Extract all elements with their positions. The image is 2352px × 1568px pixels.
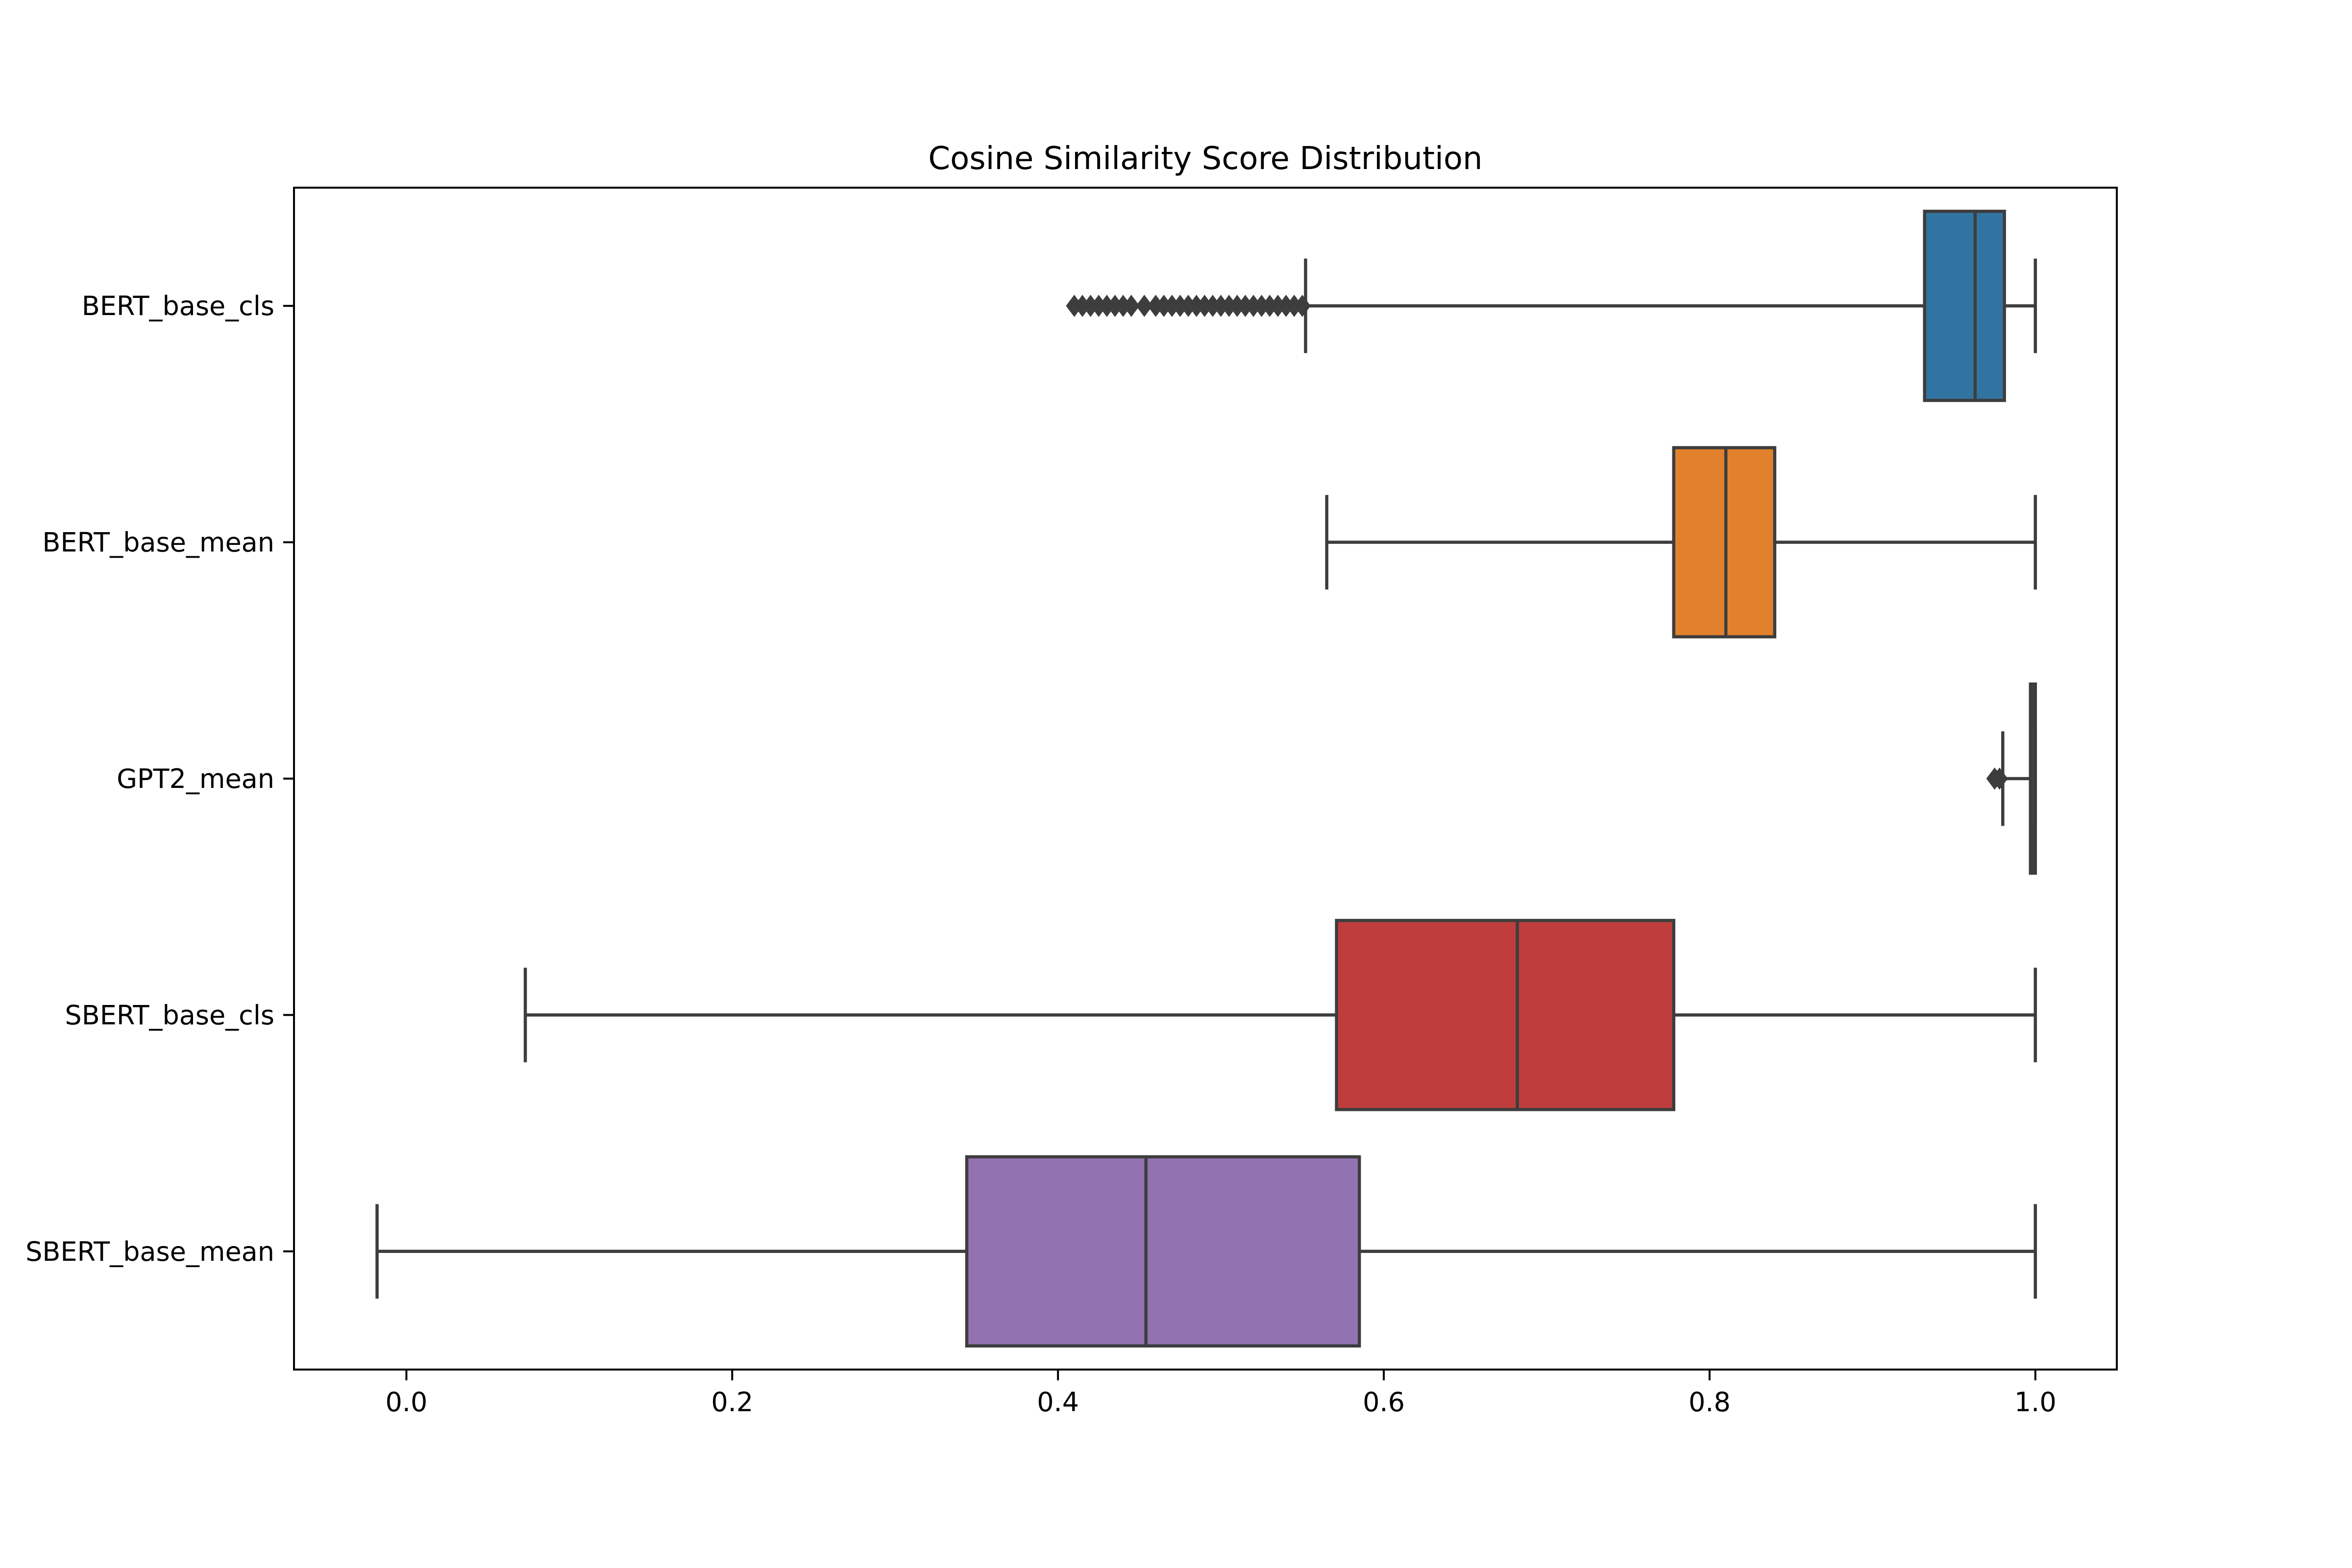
axes-frame: [293, 187, 2118, 1371]
y-tick-label: SBERT_base_mean: [25, 1236, 274, 1267]
x-tick-label: 0.6: [1363, 1387, 1405, 1418]
chart-title: Cosine Similarity Score Distribution: [928, 141, 1482, 177]
box-group: [1986, 682, 2037, 875]
y-tick-label: SBERT_base_cls: [65, 1000, 274, 1030]
outlier-point: [1991, 767, 2008, 790]
iqr-box: [1335, 919, 1676, 1111]
iqr-box: [1672, 446, 1777, 638]
y-tick-label: BERT_base_mean: [42, 527, 274, 558]
outlier-point: [1136, 294, 1153, 317]
plot-area: [375, 209, 2037, 1348]
x-tick-label: 1.0: [2014, 1387, 2057, 1418]
box-group: [375, 1155, 2037, 1348]
y-axis: BERT_base_cls BERT_base_mean GPT2_mean SBER…: [25, 291, 294, 1267]
x-tick-label: 0.2: [711, 1387, 753, 1418]
x-tick-label: 0.4: [1037, 1387, 1079, 1418]
box-group: [1066, 209, 2037, 402]
iqr-box: [965, 1155, 1361, 1348]
outlier-point: [1294, 294, 1311, 317]
iqr-box: [1923, 209, 2006, 402]
x-tick-label: 0.8: [1689, 1387, 1731, 1418]
outlier-point: [1123, 294, 1140, 317]
x-axis: 0.0 0.2 0.4 0.6 0.8 1.0: [385, 1370, 2057, 1418]
box-group: [523, 919, 2037, 1111]
y-tick-label: BERT_base_cls: [82, 291, 274, 321]
box-group: [1325, 446, 2037, 638]
y-tick-label: GPT2_mean: [117, 763, 274, 794]
x-tick-label: 0.0: [385, 1387, 427, 1418]
